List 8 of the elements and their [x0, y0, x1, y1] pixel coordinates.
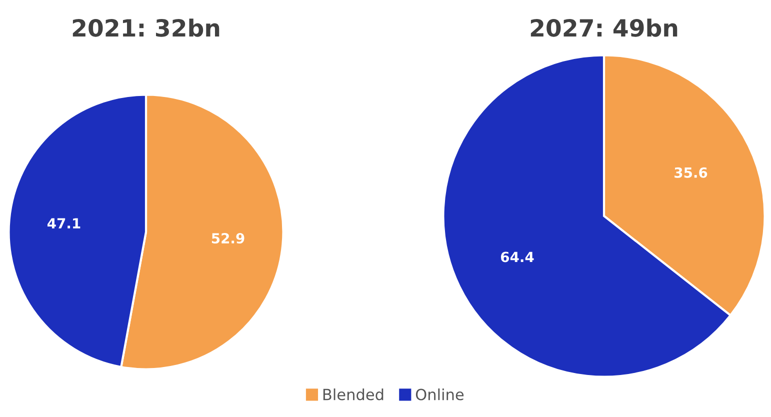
chart-title: 2027: 49bn [530, 18, 678, 37]
legend-label: Online [416, 388, 464, 400]
legend-label: Blended [323, 388, 384, 400]
data-label: 52.9 [212, 233, 244, 244]
data-label: 64.4 [500, 252, 534, 262]
data-label: 47.1 [47, 218, 80, 228]
data-label: 35.6 [674, 167, 708, 178]
chart-title: 2021: 32bn [72, 18, 220, 37]
